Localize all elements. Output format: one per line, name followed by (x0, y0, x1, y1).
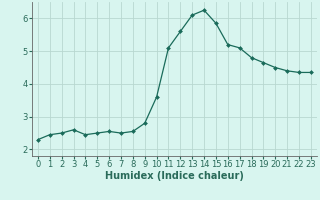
X-axis label: Humidex (Indice chaleur): Humidex (Indice chaleur) (105, 171, 244, 181)
